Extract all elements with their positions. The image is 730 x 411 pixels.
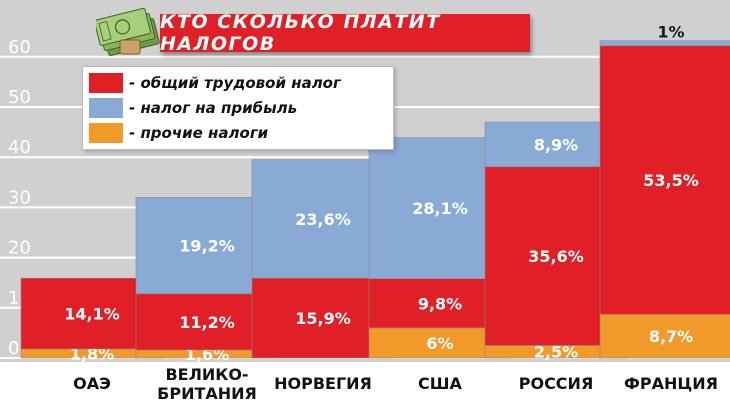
x-tick-label: РОССИЯ (519, 374, 594, 393)
data-label-profit-1: 19,2% (179, 237, 235, 256)
data-label-other-3: 6% (426, 334, 453, 353)
y-tick-label: 0 (8, 338, 19, 359)
data-label-labor-2: 15,9% (295, 309, 351, 328)
data-label-other-4: 2,5% (534, 343, 578, 362)
y-tick-label: 40 (8, 137, 31, 158)
legend-swatch-profit (89, 98, 123, 118)
legend-label-other: - прочие налоги (129, 124, 269, 142)
bar-profit-5 (599, 40, 730, 47)
x-tick-label: ВЕЛИКО- (165, 365, 248, 384)
data-label-labor-0: 14,1% (64, 305, 120, 324)
legend-label-labor: - общий трудовой налог (129, 74, 341, 92)
data-label-profit-3: 28,1% (412, 199, 468, 218)
x-tick-label: США (418, 374, 463, 393)
data-label-labor-4: 35,6% (528, 247, 584, 266)
legend-item-labor: - общий трудовой налог (89, 72, 341, 94)
x-tick-label: БРИТАНИЯ (157, 384, 257, 403)
chart-title-banner: КТО СКОЛЬКО ПЛАТИТ НАЛОГОВ (160, 11, 530, 55)
data-label-labor-5: 53,5% (643, 171, 699, 190)
legend-swatch-labor (89, 73, 123, 93)
x-tick-label: ФРАНЦИЯ (624, 374, 718, 393)
y-tick-label: 60 (8, 37, 31, 58)
legend-item-other: - прочие налоги (89, 122, 268, 144)
bar-other-5 (599, 314, 730, 359)
money-stack-icon (96, 7, 160, 57)
y-tick-label: 50 (8, 87, 31, 108)
data-label-profit-5: 1% (657, 23, 684, 42)
legend-label-profit: - налог на прибыль (129, 99, 298, 117)
data-label-other-5: 8,7% (649, 327, 693, 346)
legend-item-profit: - налог на прибыль (89, 97, 297, 119)
x-tick-label: ОАЭ (73, 374, 111, 393)
chart-legend: - общий трудовой налог - налог на прибыл… (82, 66, 394, 150)
data-label-labor-3: 9,8% (418, 294, 462, 313)
legend-swatch-other (89, 123, 123, 143)
y-tick-label: 30 (8, 187, 31, 208)
chart-title: КТО СКОЛЬКО ПЛАТИТ НАЛОГОВ (160, 11, 441, 55)
data-label-profit-4: 8,9% (534, 135, 578, 154)
data-label-labor-1: 11,2% (179, 313, 235, 332)
x-tick-label: НОРВЕГИЯ (274, 374, 372, 393)
data-label-profit-2: 23,6% (295, 210, 351, 229)
y-tick-label: 20 (8, 238, 31, 259)
bar-labor-5 (599, 45, 730, 315)
